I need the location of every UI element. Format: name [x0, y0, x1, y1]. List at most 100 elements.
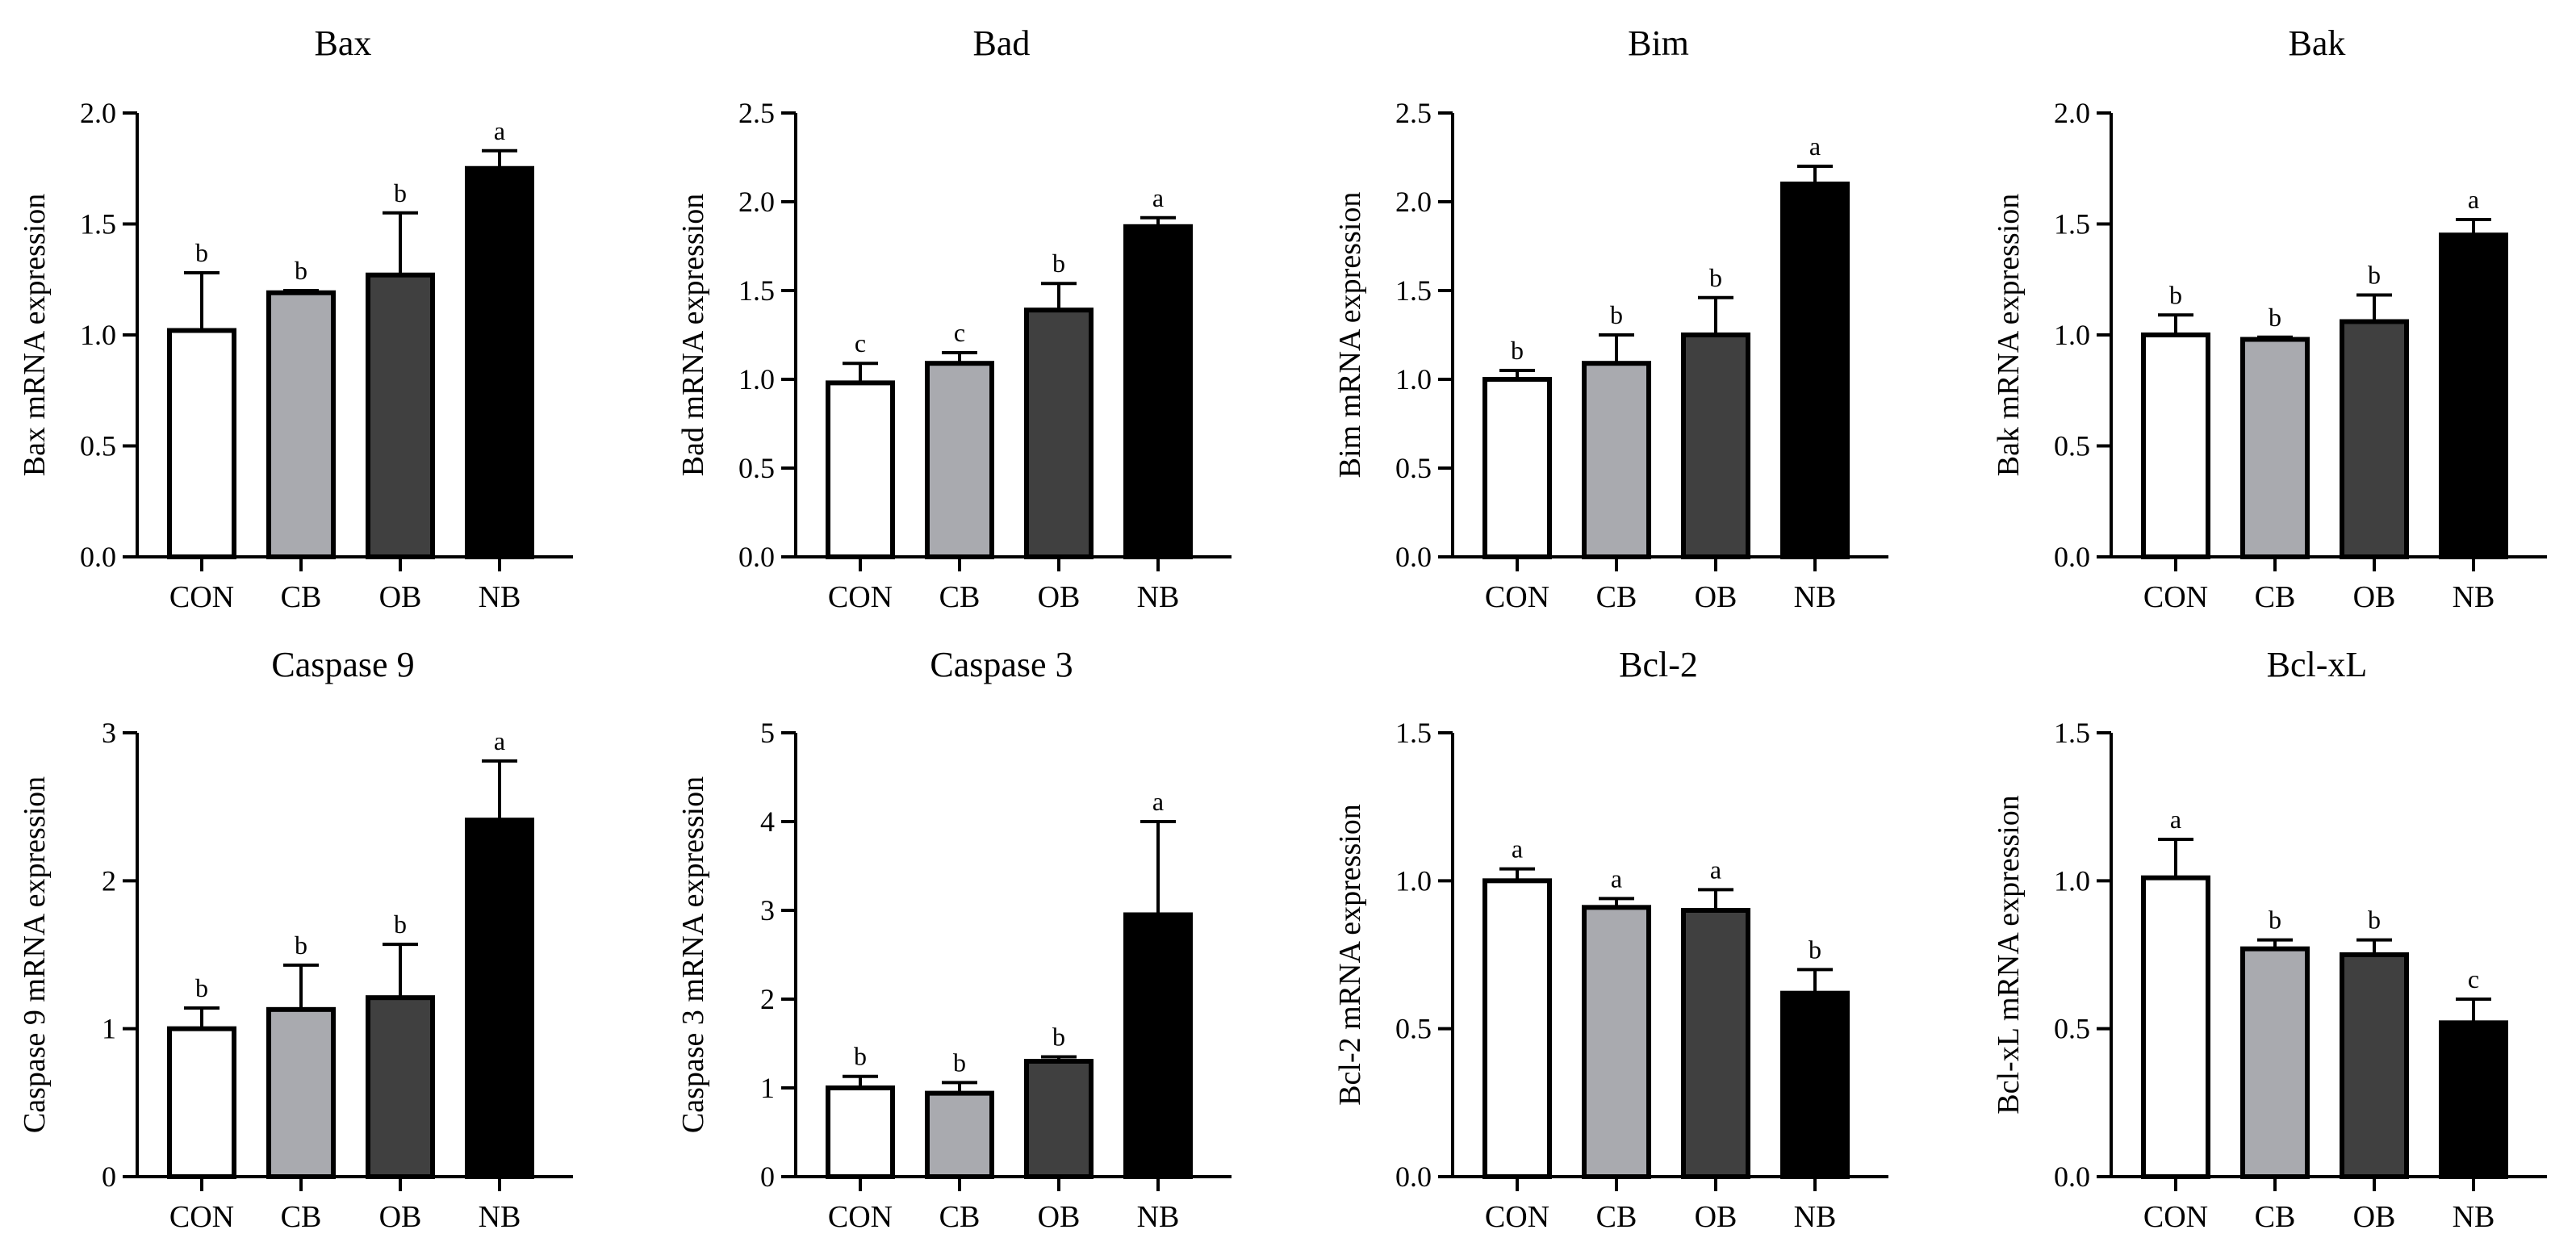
significance-letter: a — [1809, 132, 1821, 161]
chart-title: Bim — [1628, 23, 1689, 63]
x-tick-label: CON — [1485, 580, 1549, 614]
x-tick-label: NB — [479, 1200, 521, 1234]
y-axis-label: Bax mRNA expression — [18, 194, 52, 476]
y-tick-label: 3 — [102, 717, 116, 749]
significance-letter: b — [1809, 935, 1821, 964]
chart-panel-8: Bcl-xL Bcl-xL mRNA expression 0.0 0.5 1.0 1.5… — [1992, 645, 2547, 1234]
y-axis-label: Caspase 9 mRNA expression — [18, 776, 52, 1133]
x-tick-label: NB — [1137, 580, 1180, 614]
significance-letter: b — [1511, 336, 1524, 365]
bar-nb — [465, 818, 534, 1180]
x-tick-label: OB — [2353, 1200, 2396, 1234]
significance-letter: b — [2368, 261, 2381, 290]
x-tick-label: CON — [169, 580, 234, 614]
y-tick-label: 1 — [760, 1072, 775, 1104]
significance-letter: b — [394, 910, 407, 939]
y-tick-label: 0.5 — [738, 452, 775, 484]
x-tick-label: CB — [281, 580, 322, 614]
y-tick-label: 5 — [760, 717, 775, 749]
chart-title: Caspase 9 — [271, 645, 414, 684]
bar-ob — [366, 995, 435, 1179]
chart-panel-5: Caspase 9 Caspase 9 mRNA expression 0 1 2 3 b C… — [18, 645, 573, 1234]
y-tick-label: 2.0 — [80, 97, 116, 129]
x-tick-label: CB — [1596, 580, 1637, 614]
significance-letter: a — [1512, 834, 1523, 864]
bar-cb — [266, 1006, 336, 1180]
chart-panel-4: Bak Bak mRNA expression 0.0 0.5 1.0 1.5 2.0 b CO… — [1992, 23, 2547, 614]
y-tick-label: 2.5 — [738, 97, 775, 129]
x-tick-label: CB — [939, 1200, 981, 1234]
significance-letter: b — [2169, 280, 2182, 309]
y-axis-label: Bak mRNA expression — [1992, 194, 2026, 476]
chart-panel-2: Bad Bad mRNA expression 0.0 0.5 1.0 1.5 2.0 2.5… — [676, 23, 1232, 614]
x-tick-label: CON — [1485, 1200, 1549, 1234]
significance-letter: b — [295, 256, 307, 285]
x-tick-label: NB — [1794, 1200, 1837, 1234]
y-axis-label: Bcl-2 mRNA expression — [1333, 804, 1367, 1106]
chart-panel-3: Bim Bim mRNA expression 0.0 0.5 1.0 1.5 2.0 2.5… — [1333, 23, 1888, 614]
y-tick-label: 1.0 — [738, 363, 775, 395]
significance-letter: b — [2368, 906, 2381, 935]
y-tick-label: 1.5 — [2054, 717, 2090, 749]
y-tick-label: 1.5 — [738, 274, 775, 307]
y-tick-label: 2 — [102, 864, 116, 897]
bar-cb — [1582, 361, 1651, 560]
y-tick-label: 0.0 — [2054, 1161, 2090, 1193]
bar-cb — [1582, 905, 1651, 1180]
bar-nb — [1780, 990, 1850, 1179]
y-tick-label: 0.0 — [1395, 1161, 1432, 1193]
y-tick-label: 1.5 — [2054, 208, 2090, 241]
x-tick-label: OB — [1038, 1200, 1081, 1234]
y-tick-label: 1.0 — [1395, 864, 1432, 897]
bar-cb — [2240, 946, 2310, 1179]
x-tick-label: CON — [828, 580, 893, 614]
y-tick-label: 1.5 — [1395, 274, 1432, 307]
significance-letter: a — [1611, 864, 1622, 893]
significance-letter: c — [855, 328, 866, 358]
bar-nb — [1780, 182, 1850, 559]
bar-cb — [925, 1090, 994, 1179]
significance-letter: a — [1152, 183, 1164, 212]
x-tick-label: CB — [939, 580, 981, 614]
y-tick-label: 0.0 — [738, 541, 775, 573]
significance-letter: b — [854, 1042, 867, 1071]
x-tick-label: CON — [828, 1200, 893, 1234]
bar-ob — [1681, 333, 1750, 559]
y-axis-label: Bim mRNA expression — [1333, 192, 1367, 479]
bar-con — [826, 380, 895, 559]
chart-title: Bax — [315, 23, 372, 63]
bar-nb — [2439, 1020, 2508, 1180]
chart-title: Bak — [2289, 23, 2346, 63]
bar-con — [2141, 875, 2210, 1179]
bar-ob — [1024, 1059, 1094, 1179]
chart-panel-6: Caspase 3 Caspase 3 mRNA expression 0 1 2 3 4 5… — [676, 645, 1232, 1234]
bar-ob — [366, 272, 435, 559]
x-tick-label: OB — [1038, 580, 1081, 614]
bar-con — [167, 328, 236, 559]
x-tick-label: CON — [169, 1200, 234, 1234]
chart-title: Caspase 3 — [930, 645, 1073, 684]
x-tick-label: NB — [2453, 580, 2495, 614]
y-tick-label: 1.0 — [2054, 864, 2090, 897]
significance-letter: b — [1610, 300, 1623, 329]
y-tick-label: 0 — [760, 1161, 775, 1193]
significance-letter: b — [195, 238, 208, 267]
chart-title: Bad — [973, 23, 1031, 63]
y-tick-label: 1.0 — [80, 319, 116, 351]
bar-ob — [1681, 908, 1750, 1179]
y-tick-label: 0.0 — [2054, 541, 2090, 573]
chart-panel-1: Bax Bax mRNA expression 0.0 0.5 1.0 1.5 2.0 b CO… — [18, 23, 573, 614]
x-tick-label: OB — [379, 1200, 422, 1234]
y-tick-label: 0.5 — [2054, 430, 2090, 462]
bar-nb — [2439, 232, 2508, 559]
bar-nb — [465, 165, 534, 559]
x-tick-label: CB — [1596, 1200, 1637, 1234]
bar-con — [2141, 333, 2210, 559]
significance-letter: a — [2170, 805, 2181, 834]
bar-con — [167, 1026, 236, 1179]
chart-panel-7: Bcl-2 Bcl-2 mRNA expression 0.0 0.5 1.0 1.5 a C… — [1333, 645, 1888, 1234]
bar-cb — [2240, 337, 2310, 559]
y-tick-label: 1.0 — [2054, 319, 2090, 351]
y-axis-label: Bad mRNA expression — [676, 194, 710, 476]
